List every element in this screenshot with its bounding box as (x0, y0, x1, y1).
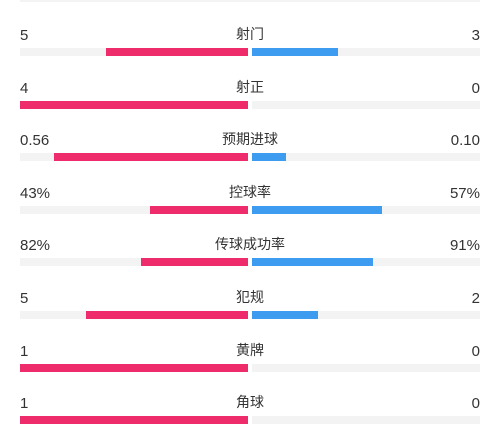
home-bar-fill (20, 363, 248, 372)
away-value: 57% (449, 184, 480, 202)
away-bar-track (252, 363, 480, 372)
home-bar-fill (105, 48, 248, 56)
stat-label: 犯规 (236, 289, 264, 306)
home-bar-fill (149, 205, 248, 214)
stat-label: 角球 (236, 395, 264, 412)
stat-label: 预期进球 (222, 132, 278, 149)
home-bar-fill (54, 153, 248, 162)
away-bar-track (252, 205, 480, 214)
away-value: 3 (471, 27, 480, 44)
stat-row-possession: 43% 控球率 57% (0, 177, 500, 230)
away-bar-track (252, 153, 480, 162)
away-bar-track (252, 48, 480, 56)
home-bar-fill (20, 100, 248, 109)
home-value: 5 (20, 27, 29, 44)
home-bar-track (20, 363, 248, 372)
away-value: 0 (471, 342, 480, 360)
home-value: 5 (20, 289, 29, 307)
stat-row-expected-goals: 0.56 预期进球 0.10 (0, 124, 500, 177)
away-bar-fill (252, 205, 382, 214)
away-value: 0.10 (450, 132, 480, 150)
away-value: 2 (471, 289, 480, 307)
home-bar-track (20, 205, 248, 214)
stat-label: 控球率 (229, 184, 271, 201)
stat-row-shots-on-target: 4 射正 0 (0, 72, 500, 125)
stat-label: 射门 (236, 27, 264, 43)
stat-row-corners: 1 角球 0 (0, 387, 500, 440)
stat-row-fouls: 5 犯规 2 (0, 282, 500, 335)
home-bar-track (20, 416, 248, 425)
away-bar-track (252, 416, 480, 425)
away-bar-fill (252, 310, 319, 319)
away-bar-track (252, 100, 480, 109)
stat-label: 射正 (236, 79, 264, 96)
home-bar-fill (86, 310, 248, 319)
home-bar-fill (140, 258, 248, 267)
away-bar-fill (252, 258, 373, 267)
home-value: 82% (20, 237, 51, 255)
home-bar-track (20, 100, 248, 109)
stat-label: 传球成功率 (215, 237, 285, 254)
away-bar-track (252, 258, 480, 267)
away-value: 91% (449, 237, 480, 255)
stat-label: 黄牌 (236, 342, 264, 359)
stat-row-yellow-cards: 1 黄牌 0 (0, 335, 500, 388)
home-bar-track (20, 258, 248, 267)
home-bar-track (20, 153, 248, 162)
home-bar-fill (20, 416, 248, 425)
away-value: 0 (471, 79, 480, 97)
away-value: 0 (471, 395, 480, 413)
home-value: 1 (20, 395, 29, 413)
top-divider (20, 0, 480, 2)
match-stats-list: 5 射门 3 4 射正 0 0.56 预期进球 0.10 43% 控球率 57%… (0, 19, 500, 440)
home-value: 0.56 (20, 132, 50, 150)
stat-row-shots: 5 射门 3 (0, 19, 500, 72)
home-bar-track (20, 310, 248, 319)
home-bar-track (20, 48, 248, 56)
away-bar-fill (252, 153, 287, 162)
home-value: 43% (20, 184, 51, 202)
stat-row-pass-accuracy: 82% 传球成功率 91% (0, 229, 500, 282)
away-bar-track (252, 310, 480, 319)
away-bar-fill (252, 48, 338, 56)
home-value: 1 (20, 342, 29, 360)
home-value: 4 (20, 79, 29, 97)
